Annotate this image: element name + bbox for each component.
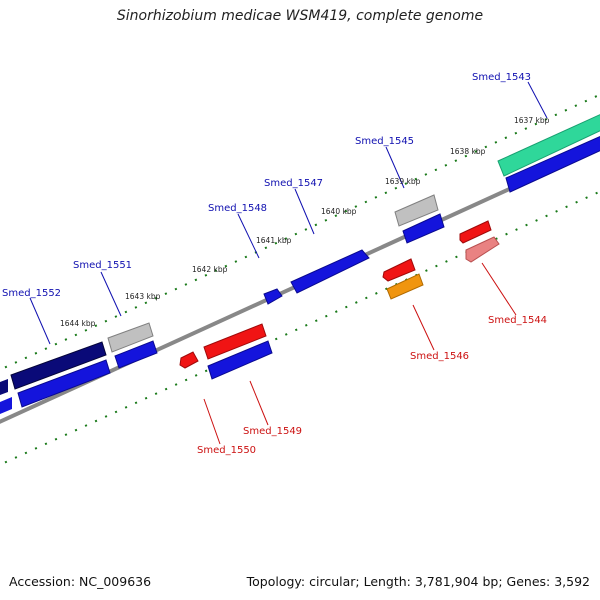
gene-arrow-block[interactable] xyxy=(459,220,492,244)
gene-arrow-smed-1547[interactable] xyxy=(290,249,370,294)
tick-label: 1641 kbp xyxy=(256,236,292,245)
gene-arrow-block[interactable] xyxy=(382,258,416,282)
gene-label-smed-1547[interactable]: Smed_1547 xyxy=(264,178,323,189)
tick-label: 1637 kbp xyxy=(514,116,550,125)
gene-label-smed-1551[interactable]: Smed_1551 xyxy=(73,260,132,271)
gene-label-smed-1546[interactable]: Smed_1546 xyxy=(410,351,469,362)
gene-arrow-smed-1543[interactable] xyxy=(497,111,600,177)
gene-arrow-smed-1552[interactable] xyxy=(10,341,107,390)
tick-label: 1639 kbp xyxy=(385,177,421,186)
leader-line xyxy=(385,146,405,189)
leader-line xyxy=(412,304,435,351)
gene-arrow-smed-1545[interactable] xyxy=(394,194,439,227)
tick-label: 1640 kbp xyxy=(321,207,357,216)
leader-line xyxy=(249,380,269,426)
gene-arrow-smed-1550[interactable] xyxy=(179,351,199,369)
gene-label-smed-1548[interactable]: Smed_1548 xyxy=(208,203,267,214)
gene-label-smed-1550[interactable]: Smed_1550 xyxy=(197,445,256,456)
leader-line xyxy=(294,188,315,235)
tick-label: 1642 kbp xyxy=(192,265,228,274)
forward-tick-track xyxy=(0,93,600,371)
gene-arrow-block[interactable] xyxy=(402,213,445,244)
map-title: Sinorhizobium medicae WSM419, complete g… xyxy=(116,8,484,24)
gene-labels: Smed_1543 Smed_1544 Smed_1545 Smed_1546 … xyxy=(2,72,547,456)
gene-label-smed-1552[interactable]: Smed_1552 xyxy=(2,288,61,299)
gene-arrow-partial[interactable] xyxy=(0,379,8,395)
gene-arrow-smed-1551[interactable] xyxy=(107,322,154,353)
tick-labels: 1637 kbp 1638 kbp 1639 kbp 1640 kbp 1641… xyxy=(60,116,550,328)
genome-summary-text: Topology: circular; Length: 3,781,904 bp… xyxy=(246,574,590,589)
gene-arrow-block[interactable] xyxy=(207,340,273,380)
gene-label-smed-1543[interactable]: Smed_1543 xyxy=(472,72,531,83)
gene-shapes xyxy=(0,111,600,414)
leader-line xyxy=(481,262,517,316)
gene-arrow-smed-1548[interactable] xyxy=(263,288,283,305)
tick-label: 1644 kbp xyxy=(60,319,96,328)
gene-arrow-block[interactable] xyxy=(505,133,600,193)
gene-arrow-partial[interactable] xyxy=(0,397,12,414)
leader-line xyxy=(527,81,548,119)
leader-line xyxy=(203,398,221,445)
gene-arrow-smed-1546[interactable] xyxy=(386,273,424,300)
leader-line xyxy=(237,213,260,259)
leader-lines xyxy=(29,81,548,445)
gene-arrow-smed-1549[interactable] xyxy=(203,323,267,360)
tick-label: 1643 kbp xyxy=(125,292,161,301)
gene-label-smed-1549[interactable]: Smed_1549 xyxy=(243,426,302,437)
gene-arrow-block[interactable] xyxy=(17,359,111,408)
leader-line xyxy=(29,297,51,345)
tick-label: 1638 kbp xyxy=(450,147,486,156)
accession-text: Accession: NC_009636 xyxy=(9,574,152,589)
gene-arrow-smed-1544[interactable] xyxy=(465,236,500,263)
gene-label-smed-1544[interactable]: Smed_1544 xyxy=(488,315,547,326)
gene-arrow-block[interactable] xyxy=(114,340,158,369)
leader-line xyxy=(100,271,122,317)
gene-label-smed-1545[interactable]: Smed_1545 xyxy=(355,136,414,147)
